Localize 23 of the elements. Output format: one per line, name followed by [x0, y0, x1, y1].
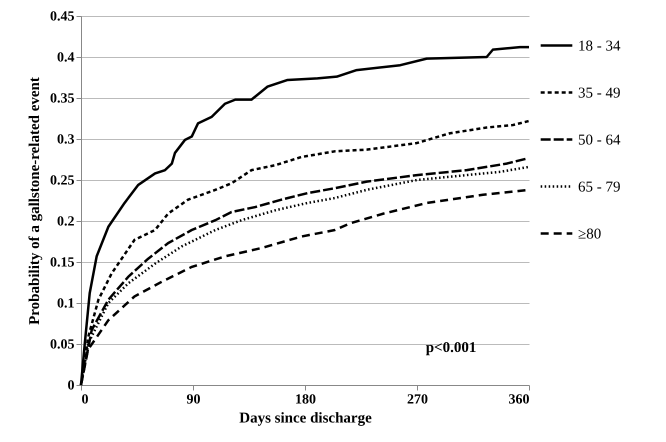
- y-tick-label: 0.3: [57, 132, 74, 148]
- legend-label: ≥80: [578, 226, 602, 242]
- legend-label: 65 - 79: [578, 180, 620, 196]
- x-tick-label: 360: [508, 392, 530, 408]
- x-tick-label: 0: [82, 392, 88, 408]
- y-tick-label: 0.4: [57, 50, 74, 66]
- legend-label: 50 - 64: [578, 132, 621, 148]
- y-tick-label: 0.45: [50, 10, 74, 24]
- y-tick-label: 0.1: [57, 296, 74, 312]
- y-tick-label: 0.05: [50, 338, 74, 352]
- legend-label: 35 - 49: [578, 86, 620, 102]
- y-tick-label: 0.35: [50, 92, 74, 106]
- x-axis-title: Days since discharge: [239, 410, 372, 426]
- x-tick-label: 270: [407, 392, 428, 408]
- legend-label: 18 - 34: [578, 38, 621, 54]
- y-tick-label: 0.25: [50, 174, 74, 188]
- y-tick-label: 0.15: [50, 256, 74, 270]
- x-tick-label: 90: [186, 392, 200, 408]
- y-tick-label: 0.2: [57, 214, 74, 230]
- x-tick-label: 180: [295, 392, 316, 408]
- y-axis-title: Probability of a gallstone-related event: [27, 77, 43, 325]
- y-tick-label: 0: [68, 378, 74, 394]
- annotation: p<0.001: [426, 340, 476, 356]
